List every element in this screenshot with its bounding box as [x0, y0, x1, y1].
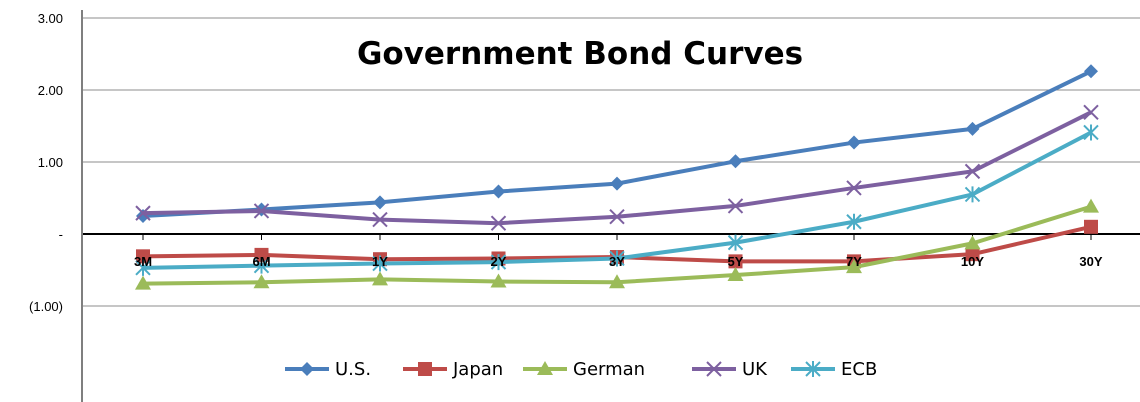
- y-tick-label: -: [59, 227, 63, 242]
- x-tick-label: 10Y: [961, 254, 984, 269]
- data-point-x: [609, 209, 625, 225]
- data-point-diamond: [373, 195, 387, 210]
- x-tick-label: 30Y: [1079, 254, 1102, 269]
- data-point-star: [1083, 124, 1099, 141]
- x-tick-label: 7Y: [846, 254, 862, 269]
- data-point-diamond: [965, 121, 980, 136]
- data-point-diamond: [300, 362, 314, 376]
- series-uk: [135, 104, 1099, 231]
- data-point-diamond: [610, 176, 624, 191]
- data-point-star: [490, 254, 507, 271]
- data-point-star: [372, 255, 388, 272]
- legend-item: German: [523, 359, 645, 380]
- data-point-square: [728, 254, 743, 269]
- legend-label: UK: [742, 359, 768, 380]
- x-tick-label: 3M: [134, 254, 152, 269]
- data-point-star: [846, 213, 862, 230]
- series-lines: [135, 64, 1099, 290]
- data-point-x: [846, 180, 862, 196]
- legend-item: UK: [692, 359, 768, 380]
- x-tick-label: 3Y: [609, 254, 625, 269]
- chart-title: Government Bond Curves: [357, 36, 803, 72]
- data-point-star: [964, 186, 981, 203]
- data-point-star: [609, 250, 625, 267]
- data-point-triangle: [490, 273, 507, 288]
- data-point-x: [135, 205, 151, 221]
- data-point-square: [965, 247, 980, 262]
- data-point-x: [706, 361, 722, 377]
- data-point-triangle: [372, 271, 388, 286]
- data-point-triangle: [135, 275, 151, 290]
- data-point-triangle: [1083, 198, 1099, 213]
- x-tick-label: 1Y: [372, 254, 388, 269]
- y-tick-label: 3.00: [38, 11, 63, 26]
- data-point-star: [727, 234, 744, 251]
- x-tick-label: 5Y: [728, 254, 744, 269]
- data-point-triangle: [609, 274, 625, 289]
- data-point-x: [964, 163, 981, 180]
- data-point-x: [372, 211, 388, 228]
- legend-item: U.S.: [285, 359, 371, 380]
- y-tick-label: 1.00: [38, 155, 63, 170]
- legend-item: ECB: [791, 359, 877, 380]
- legend-label: German: [573, 359, 645, 380]
- data-point-square: [136, 249, 150, 264]
- data-point-x: [727, 198, 744, 214]
- x-tick-label: 6M: [252, 254, 270, 269]
- data-point-x: [253, 203, 270, 219]
- data-point-diamond: [1084, 64, 1098, 79]
- data-point-triangle: [537, 361, 553, 375]
- data-point-square: [418, 362, 432, 376]
- data-point-square: [1084, 219, 1098, 234]
- x-tick-labels: 3M 6M 1Y 2Y 3Y 5Y 7Y 10Y 30Y: [134, 254, 1103, 269]
- data-point-diamond: [728, 154, 743, 169]
- data-point-diamond: [847, 135, 861, 150]
- series-u-s-: [136, 64, 1098, 223]
- data-point-diamond: [491, 184, 506, 199]
- y-tick-label: (1.00): [29, 299, 63, 314]
- data-point-square: [254, 247, 269, 262]
- data-point-x: [1083, 104, 1099, 121]
- series-line: [142, 69, 1092, 218]
- data-point-star: [135, 259, 151, 276]
- x-tick-label: 2Y: [491, 254, 507, 269]
- data-point-triangle: [727, 267, 744, 282]
- legend-label: Japan: [452, 359, 503, 380]
- data-point-triangle: [253, 274, 270, 289]
- legend-item: Japan: [403, 359, 503, 380]
- legend: U.S. Japan German UK ECB: [285, 359, 877, 380]
- legend-label: U.S.: [335, 359, 371, 380]
- y-tick-label: 2.00: [38, 83, 63, 98]
- data-point-triangle: [846, 259, 862, 274]
- data-point-star: [253, 257, 270, 274]
- data-point-triangle: [964, 235, 981, 250]
- data-point-x: [490, 215, 507, 231]
- series-ecb: [135, 124, 1099, 276]
- gridlines: [82, 17, 1140, 307]
- legend-label: ECB: [841, 359, 877, 380]
- data-point-star: [805, 361, 821, 377]
- series-german: [135, 198, 1099, 290]
- y-tick-labels: 3.00 2.00 1.00 - (1.00): [29, 11, 63, 314]
